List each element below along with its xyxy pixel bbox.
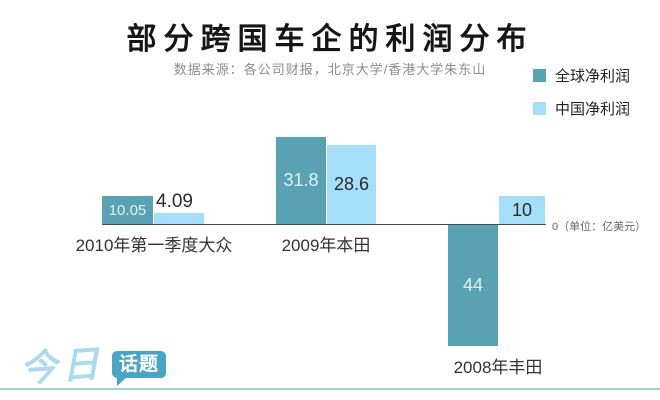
legend-label: 全球净利润 [555,68,631,85]
bar-value: 44 [462,275,484,295]
footer-divider [0,388,660,390]
chart-title: 部分跨国车企的利润分布 [126,23,534,56]
category-label: 2009年本田 [281,236,371,255]
logo-text-jinri: 今日 [18,343,106,390]
axis-zero-unit-label: 0（单位：亿美元） [552,221,647,233]
zero-axis-line [102,224,546,225]
bar-value: 28.6 [333,174,370,194]
china-profit-bar [154,213,204,224]
legend-label: 中国净利润 [555,101,631,118]
jinri-huati-logo: 今日 话题 [18,343,167,390]
category-label: 2008年丰田 [453,358,543,377]
bar-value: 31.8 [283,170,319,190]
legend-swatch [533,69,546,82]
china-profit-bar: 10 [499,196,545,224]
global-profit-bar: 10.05 [102,196,153,224]
bar-value: 10.05 [108,201,147,219]
global-profit-bar: 31.8 [276,137,326,224]
logo-speech-bubble: 话题 [112,351,167,386]
logo-text-huati: 话题 [112,351,167,378]
bar-value: 4.09 [156,191,193,212]
china-profit-bar: 28.6 [327,145,376,224]
legend-item-china: 中国净利润 [533,98,630,119]
legend-item-global: 全球净利润 [533,65,630,86]
chart-subtitle: 数据来源：各公司财报，北京大学/香港大学朱东山 [173,62,487,77]
global-profit-bar: 44 [448,225,498,346]
legend-swatch [533,102,546,115]
bar-value: 10 [511,199,533,220]
category-label: 2010年第一季度大众 [75,236,233,255]
legend: 全球净利润 中国净利润 [533,65,630,131]
speech-bubble-tail-icon [117,377,127,386]
